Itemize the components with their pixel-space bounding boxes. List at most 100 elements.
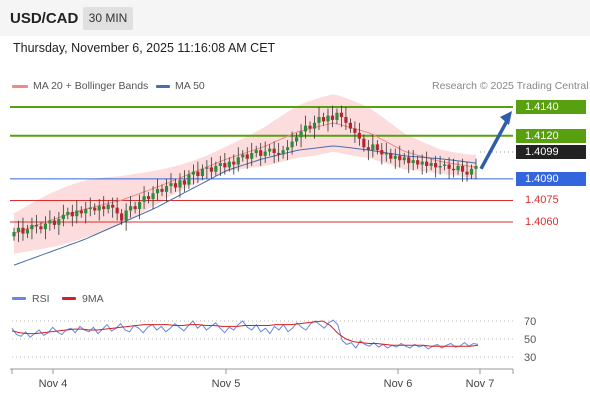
candle-body: [312, 122, 317, 129]
candle-body: [429, 163, 433, 166]
candle-body: [434, 163, 438, 168]
candle-body: [460, 165, 465, 172]
candle-body: [465, 171, 469, 175]
candle-body: [79, 210, 83, 214]
candle-body: [303, 125, 308, 132]
candle-body: [241, 154, 245, 158]
candle-body: [155, 188, 160, 194]
candle-body: [129, 206, 133, 211]
price-tag-1.4060: 1.4060: [525, 216, 559, 228]
rsi-tick-label: 70: [524, 316, 536, 328]
candle-body: [317, 117, 321, 123]
candle-body: [209, 167, 213, 172]
candle-body: [223, 163, 227, 168]
rsi-ma-legend-swatch: [62, 297, 76, 300]
price-tag-1.4099: 1.4099: [516, 144, 586, 159]
candle-body: [66, 211, 70, 215]
candle-body: [173, 183, 178, 188]
timestamp: Thursday, November 6, 2025 11:16:08 AM C…: [13, 41, 276, 55]
header-bar: USD/CAD 30 MIN: [0, 0, 590, 36]
candle-body: [268, 148, 272, 152]
candle-body: [263, 151, 267, 156]
candle-body: [259, 150, 263, 156]
rsi-legend-swatch: [12, 297, 26, 300]
candle-body: [106, 204, 110, 210]
candle-body: [398, 155, 402, 161]
candle-body: [299, 131, 303, 138]
timeframe-button[interactable]: 30 MIN: [83, 7, 133, 30]
candle-body: [281, 150, 285, 155]
candle-body: [380, 150, 384, 155]
candle-body: [160, 188, 164, 192]
candle-body: [375, 144, 379, 151]
rsi-ma-line: [11, 320, 479, 347]
candle-body: [102, 206, 106, 210]
candle-body: [16, 227, 21, 233]
candle-body: [146, 196, 151, 199]
candle-body: [411, 160, 415, 164]
candle-body: [169, 183, 173, 187]
candle-body: [34, 224, 39, 227]
candle-body: [137, 201, 142, 210]
candle-body: [308, 125, 312, 129]
candle-body: [115, 207, 119, 214]
symbol-title: USD/CAD: [10, 10, 79, 27]
rsi-tick-label: 50: [524, 334, 536, 346]
candle-body: [124, 210, 128, 221]
candle-body: [43, 223, 47, 230]
candle-body: [48, 220, 52, 224]
price-tag-1.4090: 1.4090: [516, 171, 586, 186]
candle-body: [57, 219, 61, 225]
candle-body: [236, 157, 240, 165]
bollinger-band: [14, 94, 476, 254]
candle-body: [250, 153, 254, 159]
candle-body: [384, 153, 388, 155]
candle-body: [438, 165, 442, 168]
candle-body: [133, 206, 137, 210]
ma50-legend-label: MA 50: [175, 80, 205, 92]
candle-body: [326, 115, 330, 122]
candle-body: [407, 157, 411, 164]
candle-body: [330, 115, 335, 120]
forecast-arrow-head: [500, 111, 512, 125]
candle-body: [182, 180, 187, 185]
candle-body: [30, 224, 34, 230]
forecast-arrow-shaft: [479, 118, 510, 170]
candle-body: [456, 165, 460, 171]
x-axis-label: Nov 6: [384, 378, 413, 390]
candle-body: [61, 214, 65, 220]
candle-body: [227, 161, 231, 168]
candle-body: [474, 165, 478, 169]
candle-body: [389, 153, 393, 159]
candle-body: [164, 186, 169, 192]
price-tag-1.4140: 1.4140: [516, 100, 586, 114]
price-tag-1.4120: 1.4120: [516, 128, 586, 143]
rsi-ma-legend-label: 9MA: [82, 293, 104, 305]
candle-body: [272, 148, 276, 153]
candle-body: [93, 207, 97, 211]
candle-body: [12, 232, 16, 237]
candle-body: [451, 168, 456, 171]
ma50-line: [13, 145, 477, 266]
rsi-line: [11, 319, 479, 350]
x-axis-label: Nov 7: [466, 378, 495, 390]
candle-body: [393, 155, 397, 159]
price-tag-1.4075: 1.4075: [525, 194, 559, 207]
candle-body: [366, 147, 370, 151]
candle-body: [97, 206, 101, 211]
candle-body: [111, 204, 115, 208]
bollinger-legend-swatch: [12, 85, 28, 88]
candle-body: [120, 213, 124, 221]
candle-body: [294, 137, 299, 142]
candle-body: [277, 153, 281, 155]
candle-body: [443, 164, 447, 166]
candle-body: [447, 164, 451, 169]
candle-body: [39, 226, 43, 230]
candle-body: [84, 209, 88, 214]
candle-body: [469, 168, 474, 175]
candle-body: [178, 180, 182, 188]
candle-body: [339, 112, 344, 118]
candle-body: [151, 193, 155, 199]
candle-body: [88, 207, 92, 210]
